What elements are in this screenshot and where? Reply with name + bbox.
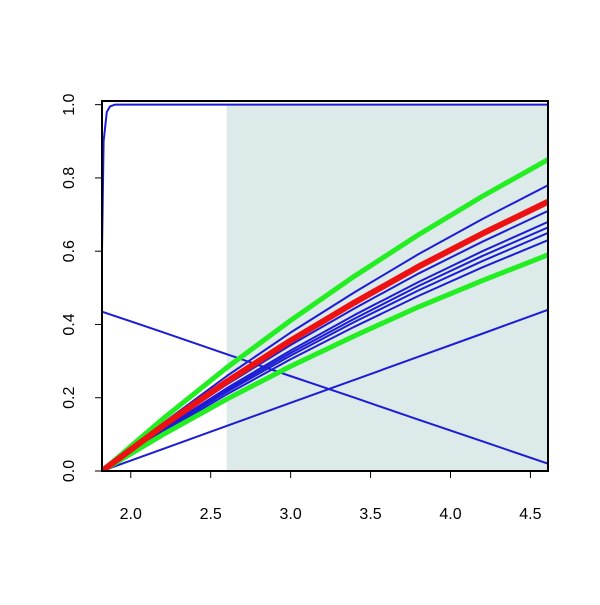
y-tick-label: 0.0 bbox=[61, 460, 78, 482]
line bbox=[102, 308, 548, 471]
x-tick-label: 2.5 bbox=[200, 506, 222, 523]
y-tick-label: 0.8 bbox=[61, 167, 78, 189]
x-tick-label: 2.0 bbox=[120, 506, 142, 523]
plot-area bbox=[102, 103, 548, 471]
x-tick-label: 3.0 bbox=[280, 506, 302, 523]
line bbox=[102, 103, 548, 252]
y-tick-label: 0.4 bbox=[61, 313, 78, 335]
plot-frame bbox=[101, 100, 549, 472]
line bbox=[102, 252, 548, 471]
line bbox=[102, 220, 548, 471]
line bbox=[102, 231, 548, 471]
x-tick-label: 4.0 bbox=[439, 506, 461, 523]
line bbox=[102, 310, 548, 465]
x-tick-label: 4.5 bbox=[519, 506, 541, 523]
x-tick-label: 3.5 bbox=[359, 506, 381, 523]
y-tick-label: 0.2 bbox=[61, 387, 78, 409]
y-tick-label: 1.0 bbox=[61, 93, 78, 115]
y-tick-label: 0.6 bbox=[61, 240, 78, 262]
line bbox=[102, 199, 548, 471]
shaded-region bbox=[226, 104, 548, 471]
line bbox=[102, 157, 548, 471]
